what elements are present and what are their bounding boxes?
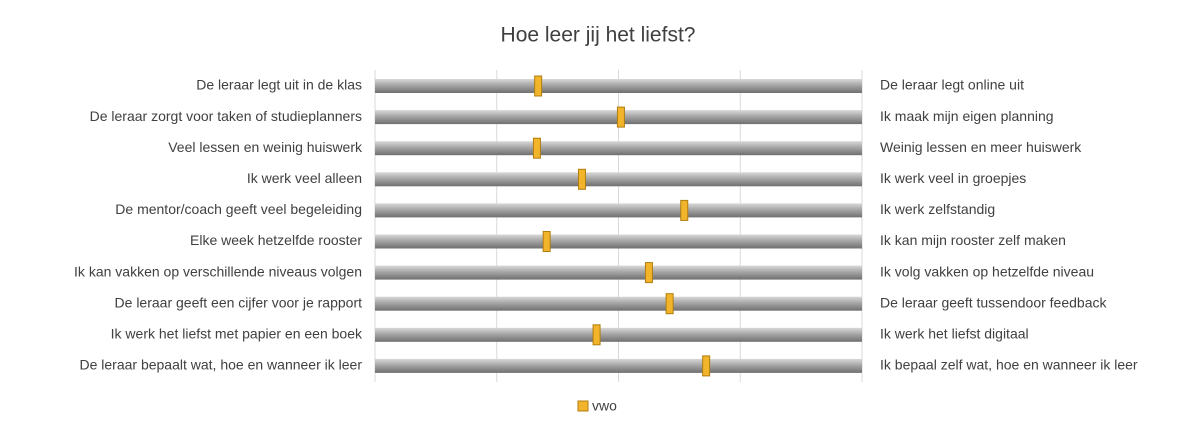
right-label: Ik werk zelfstandig [880,201,995,217]
right-label: Ik werk het liefst digitaal [880,326,1029,342]
legend-label: vwo [592,398,617,414]
left-label: Ik werk het liefst met papier en een boe… [111,326,363,342]
row-bar [375,141,862,156]
marker [534,75,543,97]
right-label: Ik bepaal zelf wat, hoe en wanneer ik le… [880,357,1138,373]
marker [577,168,586,190]
left-label: Veel lessen en weinig huiswerk [168,139,363,155]
left-label: De leraar bepaalt wat, hoe en wanneer ik… [79,357,362,373]
left-label: Elke week hetzelfde rooster [190,232,362,248]
right-label: De leraar geeft tussendoor feedback [880,294,1107,310]
row-bar [375,79,862,93]
left-label: De leraar zorgt voor taken of studieplan… [90,108,362,124]
left-label: De leraar geeft een cijfer voor je rappo… [115,294,363,310]
left-label: Ik kan vakken op verschillende niveaus v… [74,263,362,279]
right-label: Ik werk veel in groepjes [880,170,1026,186]
row-bar [375,234,862,249]
chart-title: Hoe leer jij het liefst? [501,24,696,47]
right-label: De leraar legt online uit [880,77,1024,93]
legend-swatch [577,400,589,412]
marker [542,231,551,252]
row-bar [375,203,862,218]
row-bar [375,172,862,187]
marker [665,293,674,315]
marker [644,262,653,284]
marker [680,199,689,221]
right-label: Ik kan mijn rooster zelf maken [880,232,1066,248]
right-label: Ik volg vakken op hetzelfde niveau [880,263,1094,279]
left-label: De leraar legt uit in de klas [196,77,362,93]
marker [532,137,541,159]
marker [616,106,625,128]
right-label: Ik maak mijn eigen planning [880,108,1054,124]
row-bar [375,327,862,342]
row-bar [375,265,862,280]
left-label: Ik werk veel alleen [247,170,362,186]
left-label: De mentor/coach geeft veel begeleiding [115,201,362,217]
marker [592,324,601,346]
row-bar [375,296,862,311]
row-bar [375,358,862,373]
right-label: Weinig lessen en meer huiswerk [880,139,1082,155]
marker [702,355,711,377]
